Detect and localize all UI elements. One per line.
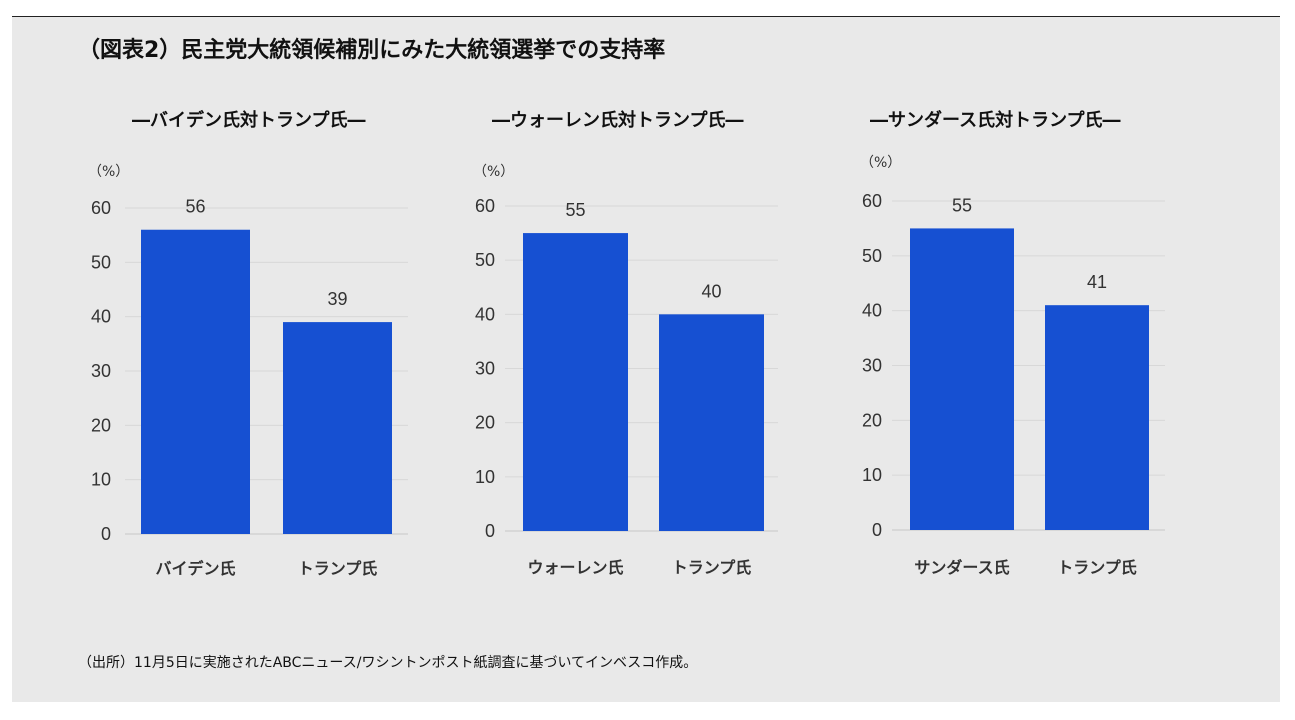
y-tick-label: 0 — [872, 520, 882, 540]
y-tick-label: 40 — [91, 307, 111, 327]
x-category-label: サンダース氏 — [914, 558, 1009, 577]
source-note: （出所）11月5日に実施されたABCニュース/ワシントンポスト紙調査に基づいてイ… — [78, 655, 698, 671]
y-tick-label: 50 — [91, 252, 111, 272]
chart-2-title: ―ウォーレン氏対トランプ氏― — [492, 110, 744, 131]
data-label: 41 — [1087, 272, 1107, 292]
bar — [523, 233, 628, 532]
x-category-label: トランプ氏 — [672, 558, 752, 577]
y-tick-label: 60 — [862, 191, 882, 211]
y-tick-label: 10 — [862, 465, 882, 485]
y-tick-label: 20 — [862, 410, 882, 430]
y-tick-label: 60 — [91, 198, 111, 218]
y-unit-label: （%） — [473, 164, 514, 180]
y-tick-label: 40 — [862, 301, 882, 321]
y-tick-label: 50 — [862, 246, 882, 266]
top-rule — [12, 16, 1280, 17]
y-tick-label: 0 — [101, 524, 111, 544]
x-category-label: トランプ氏 — [1057, 558, 1137, 577]
bar — [659, 314, 764, 531]
y-tick-label: 20 — [91, 415, 111, 435]
y-tick-label: 50 — [475, 250, 495, 270]
y-tick-label: 60 — [475, 196, 495, 216]
y-tick-label: 30 — [91, 361, 111, 381]
chart-3-title: ―サンダース氏対トランプ氏― — [870, 110, 1121, 131]
y-tick-label: 40 — [475, 304, 495, 324]
y-tick-label: 20 — [475, 413, 495, 433]
bar — [1045, 305, 1149, 530]
bar — [141, 229, 250, 534]
figure-title: （図表2）民主党大統領候補別にみた大統領選挙での支持率 — [78, 38, 666, 63]
y-tick-label: 30 — [862, 356, 882, 376]
y-tick-label: 0 — [485, 521, 495, 541]
data-label: 55 — [952, 195, 972, 215]
chart-1-title: ―バイデン氏対トランプ氏― — [132, 110, 366, 131]
data-label: 39 — [327, 289, 347, 309]
data-label: 55 — [565, 200, 585, 220]
y-unit-label: （%） — [860, 155, 901, 171]
y-tick-label: 30 — [475, 359, 495, 379]
bar — [910, 228, 1014, 530]
y-tick-label: 10 — [475, 467, 495, 487]
x-category-label: バイデン氏 — [155, 559, 235, 578]
x-category-label: ウォーレン氏 — [527, 558, 623, 577]
data-label: 56 — [185, 197, 205, 217]
y-tick-label: 10 — [91, 470, 111, 490]
y-unit-label: （%） — [88, 164, 129, 180]
data-label: 40 — [701, 281, 721, 301]
bar — [283, 322, 392, 534]
x-category-label: トランプ氏 — [298, 559, 378, 578]
